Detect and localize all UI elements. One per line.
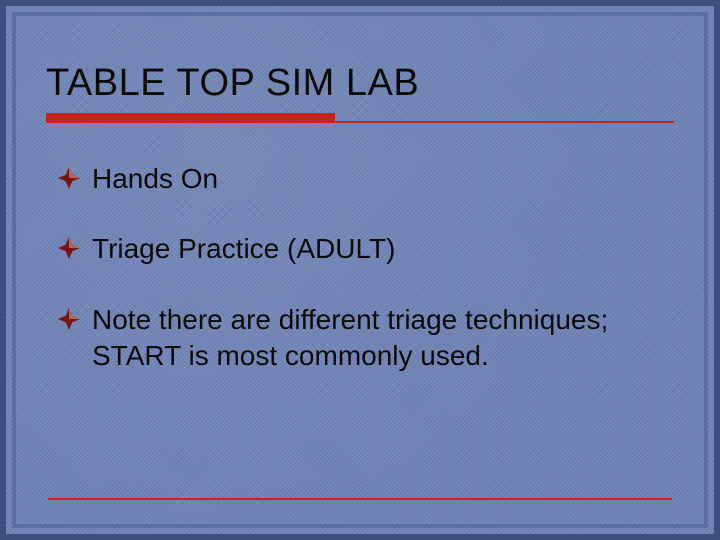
bullet-text: Note there are different triage techniqu… [92,302,672,375]
slide-title: TABLE TOP SIM LAB [46,62,692,105]
slide-content: TABLE TOP SIM LAB Hands On Triage Practi… [28,20,692,520]
bullet-list: Hands On Triage Practice (ADULT) Note th… [58,161,672,375]
four-point-diamond-icon [58,167,80,189]
list-item: Hands On [58,161,672,197]
list-item: Triage Practice (ADULT) [58,231,672,267]
bullet-text: Hands On [92,161,218,197]
four-point-diamond-icon [58,308,80,330]
bullet-text: Triage Practice (ADULT) [92,231,395,267]
list-item: Note there are different triage techniqu… [58,302,672,375]
title-underline [46,113,674,127]
title-underline-thin [46,121,674,123]
footer-rule [48,498,672,500]
four-point-diamond-icon [58,237,80,259]
